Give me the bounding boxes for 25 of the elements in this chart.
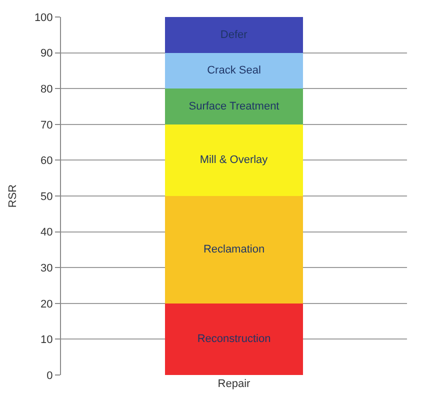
series-label: Reconstruction bbox=[197, 333, 271, 346]
y-tick-label: 80 bbox=[40, 83, 53, 96]
x-tick-label: Repair bbox=[218, 378, 251, 390]
y-tick-label: 40 bbox=[40, 226, 53, 239]
bar bbox=[164, 17, 304, 53]
y-tick-label: 100 bbox=[34, 12, 53, 24]
y-tick-label: 70 bbox=[40, 119, 53, 132]
y-tick-label: 50 bbox=[40, 190, 53, 203]
series-label: Reclamation bbox=[203, 244, 265, 256]
y-tick-label: 30 bbox=[40, 262, 53, 274]
series-label: Mill & Overlay bbox=[200, 154, 268, 166]
bar bbox=[164, 52, 304, 89]
series-label: Surface Treatment bbox=[188, 100, 280, 112]
series-label: Defer bbox=[220, 28, 248, 41]
bar bbox=[164, 196, 304, 304]
y-tick-label: 10 bbox=[40, 334, 53, 346]
y-tick-label: 60 bbox=[40, 155, 53, 168]
bar bbox=[164, 124, 304, 196]
y-tick-label: 20 bbox=[40, 298, 53, 310]
y-tick-label: 0 bbox=[46, 370, 53, 382]
series-label: Crack Seal bbox=[207, 64, 261, 77]
bar bbox=[164, 303, 304, 375]
y-tick-label: 90 bbox=[40, 48, 53, 60]
y-axis-title: RSR bbox=[7, 184, 20, 208]
bar bbox=[164, 88, 304, 124]
